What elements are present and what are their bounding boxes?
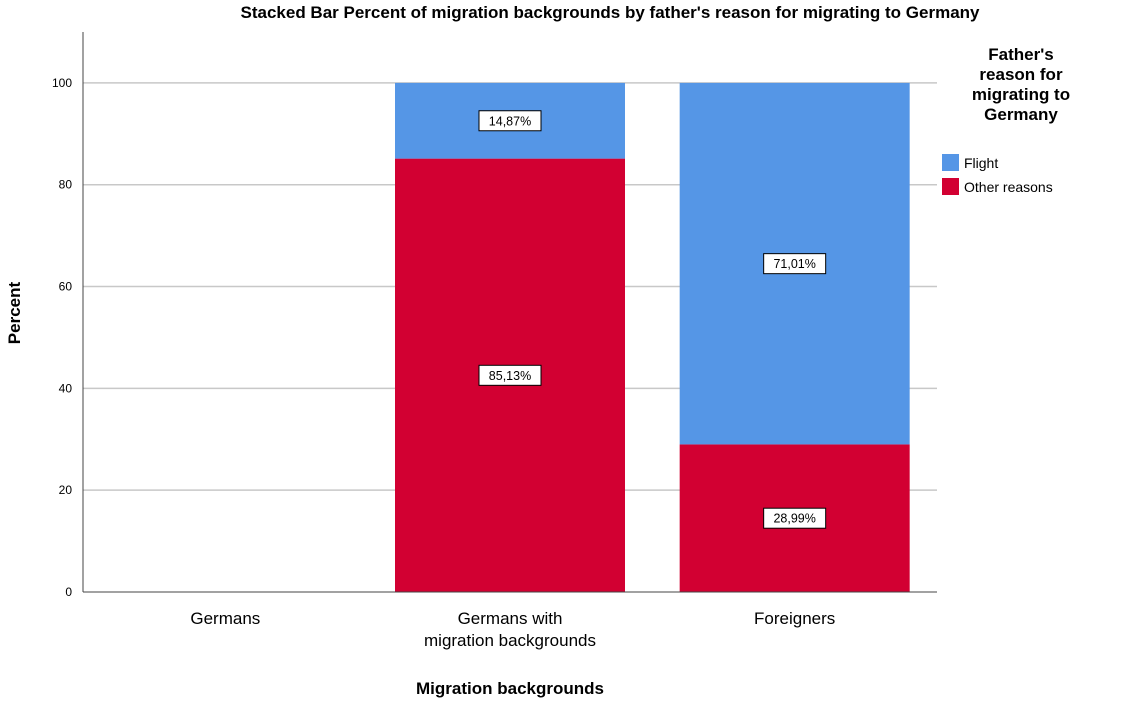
legend-swatch: [942, 154, 959, 171]
data-label-box: [763, 507, 827, 529]
axes: [82, 32, 937, 593]
x-axis-title: Migration backgrounds: [416, 679, 604, 698]
y-tick-label: 0: [65, 585, 72, 599]
data-label: 71,01%: [773, 257, 815, 271]
y-tick-label: 40: [59, 381, 73, 395]
x-tick-label: Foreigners: [754, 609, 835, 628]
bars: [395, 82, 910, 593]
data-label-box: [478, 110, 542, 132]
x-tick-label: Germans with: [458, 609, 563, 628]
data-labels: 85,13% 14,87% 28,99% 71,01%: [478, 110, 827, 529]
legend-title: reason for: [979, 65, 1063, 84]
legend-label: Flight: [964, 155, 998, 171]
data-label: 14,87%: [489, 114, 531, 128]
y-tick-label: 100: [52, 76, 72, 90]
legend-title: Germany: [984, 105, 1058, 124]
y-tick-label: 80: [59, 178, 73, 192]
y-tick-label: 20: [59, 483, 73, 497]
y-tick-label: 60: [59, 280, 73, 294]
legend-swatch: [942, 178, 959, 195]
data-label: 85,13%: [489, 369, 531, 383]
y-axis-title: Percent: [5, 281, 24, 344]
x-tick-label: Germans: [190, 609, 260, 628]
legend-label: Other reasons: [964, 179, 1053, 195]
y-tick-labels: 0 20 40 60 80 100: [52, 76, 72, 599]
legend-title: migrating to: [972, 85, 1070, 104]
legend-title: Father's: [988, 45, 1053, 64]
x-tick-label: migration backgrounds: [424, 631, 596, 650]
data-label-box: [763, 253, 827, 275]
chart-title: Stacked Bar Percent of migration backgro…: [241, 3, 981, 22]
data-label-box: [478, 364, 542, 386]
data-label: 28,99%: [773, 512, 815, 526]
x-tick-labels: Germans Germans with migration backgrounds…: [190, 609, 835, 650]
